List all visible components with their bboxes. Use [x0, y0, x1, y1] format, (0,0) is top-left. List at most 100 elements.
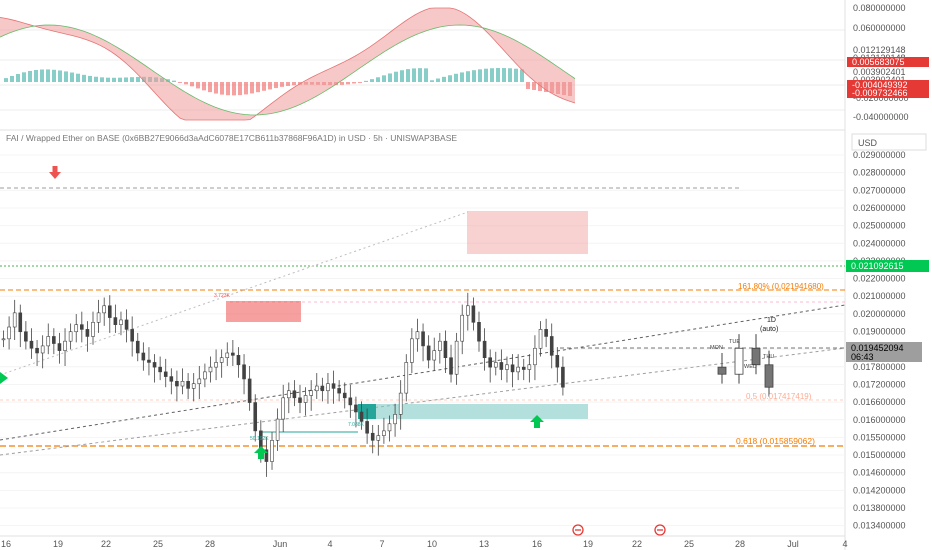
candle	[426, 335, 431, 369]
trendline-long	[0, 211, 469, 376]
trendline-lower[interactable]	[0, 347, 846, 456]
histogram-bar	[478, 69, 482, 82]
candle	[163, 358, 168, 388]
histogram-bar	[250, 82, 254, 94]
candle	[281, 384, 286, 433]
time-axis-tick: 16	[1, 539, 11, 549]
candle	[410, 328, 414, 374]
candle	[370, 424, 375, 454]
candle	[555, 347, 560, 383]
histogram-bar	[22, 72, 26, 82]
histogram-bar	[82, 74, 86, 82]
histogram-bar	[10, 75, 14, 82]
histogram-bar	[28, 70, 32, 82]
interval-mode-label: (auto)	[760, 326, 778, 333]
histogram-bar	[106, 77, 110, 82]
time-axis-tick: 28	[735, 539, 745, 549]
time-axis-tick: 22	[632, 539, 642, 549]
histogram-bar	[208, 82, 212, 93]
candle	[152, 354, 157, 383]
time-axis-tick: 4	[842, 539, 847, 549]
histogram-bar	[418, 68, 422, 82]
buy-arrow-icon[interactable]	[530, 415, 544, 428]
candle	[460, 304, 465, 355]
histogram-bar	[214, 82, 218, 94]
session-label-wed: WED	[744, 364, 757, 370]
histogram-bar	[190, 82, 194, 87]
currency-button[interactable]: USD	[851, 133, 927, 151]
event-icon[interactable]	[572, 524, 584, 536]
supply-zone[interactable]	[467, 211, 588, 254]
histogram-bar	[196, 82, 200, 89]
histogram-bar	[274, 82, 278, 89]
histogram-bar	[136, 76, 140, 82]
histogram-bar	[340, 82, 344, 85]
sell-arrow-icon[interactable]	[49, 166, 61, 179]
histogram-bar	[226, 82, 230, 96]
candle	[102, 297, 106, 326]
price-axis-tick: 0.029000000	[853, 150, 906, 160]
candle	[24, 321, 28, 350]
candles	[1, 292, 774, 477]
candle	[119, 311, 123, 336]
buy-arrow-icon[interactable]	[0, 372, 8, 384]
candle	[454, 332, 459, 385]
candle	[124, 309, 129, 343]
histogram-bar	[424, 68, 428, 82]
histogram-bar	[430, 80, 434, 82]
indicator-value-label: -0.004049392	[847, 80, 929, 90]
price-axis-tick: 0.022000000	[853, 274, 906, 284]
demand-zone[interactable]	[358, 404, 588, 419]
volume-label-low-2: 7.088K	[348, 422, 365, 428]
candle	[438, 332, 442, 364]
histogram-bar	[244, 82, 248, 95]
candle	[214, 349, 218, 381]
histogram-bar	[238, 82, 242, 96]
candle	[197, 365, 202, 400]
daily-candle	[734, 334, 744, 384]
price-axis-tick: 0.020000000	[853, 309, 906, 319]
candle	[337, 380, 341, 402]
histogram-bar	[370, 79, 374, 82]
candle	[46, 323, 51, 355]
candle	[466, 292, 470, 331]
histogram-bar	[358, 82, 362, 83]
candle	[292, 380, 297, 407]
candle	[482, 328, 487, 371]
histogram-bar	[124, 77, 128, 82]
price-axis-tick: 0.014200000	[853, 485, 906, 495]
histogram-bar	[292, 82, 296, 86]
price-axis-tick: 0.016000000	[853, 415, 906, 425]
histogram-bar	[220, 82, 224, 95]
indicator-pane	[0, 7, 845, 121]
candle	[359, 401, 364, 430]
time-axis-tick: Jun	[273, 539, 288, 549]
trendline-upper[interactable]	[0, 304, 846, 441]
fib-05-label: 0.5 (0.017417419)	[746, 392, 812, 401]
candle	[107, 295, 112, 333]
histogram-bar	[346, 82, 350, 85]
histogram-bar	[52, 69, 56, 82]
supply-zone-small[interactable]	[226, 301, 301, 322]
price-axis-tick: 0.017800000	[853, 362, 906, 372]
candle	[521, 358, 526, 381]
histogram-bar	[70, 72, 74, 82]
candle	[354, 396, 358, 428]
time-axis-tick: 19	[53, 539, 63, 549]
price-axis-tick: 0.016600000	[853, 397, 906, 407]
svg-text:0.005683075: 0.005683075	[852, 57, 905, 67]
event-icon[interactable]	[654, 524, 666, 536]
candle	[57, 332, 62, 364]
candle	[242, 354, 246, 395]
histogram-bar	[376, 77, 380, 82]
histogram-bar	[40, 69, 44, 82]
macd-line	[0, 7, 576, 121]
histogram-bar	[34, 70, 38, 82]
candle	[85, 321, 90, 352]
histogram-bar	[406, 69, 410, 82]
candle	[533, 335, 537, 381]
buy-arrow-icon[interactable]	[254, 446, 268, 459]
currency-label: USD	[858, 138, 878, 148]
